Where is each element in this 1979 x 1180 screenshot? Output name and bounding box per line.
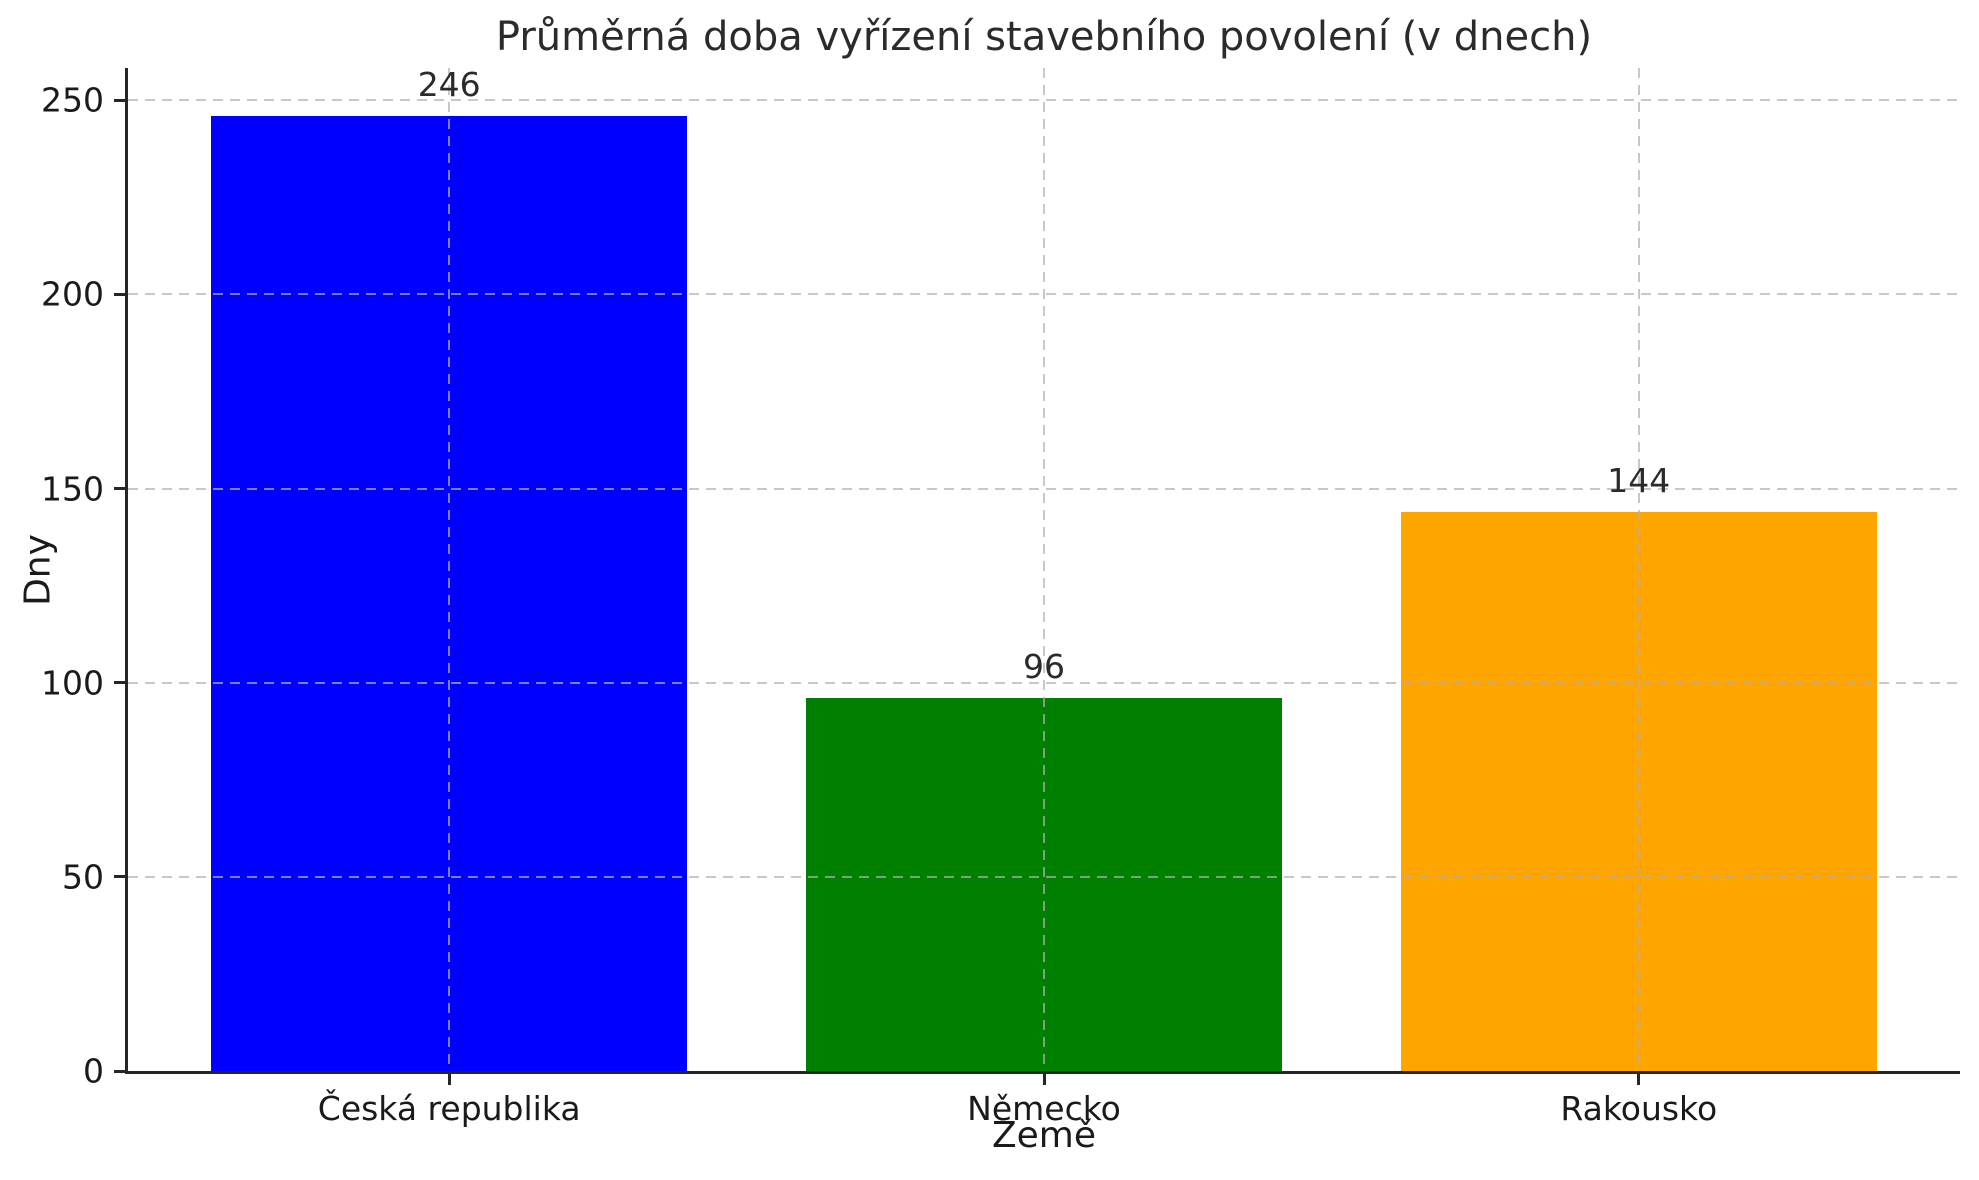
y-axis-label: Dny: [17, 533, 59, 606]
x-tick-mark: [1637, 1071, 1641, 1085]
chart-title: Průměrná doba vyřízení stavebního povole…: [495, 14, 1593, 60]
x-tick-mark: [1042, 1071, 1046, 1085]
y-tick-mark: [114, 1069, 128, 1073]
y-axis-spine: [125, 68, 128, 1074]
x-tick-mark: [447, 1071, 451, 1085]
y-tick-label: 0: [83, 1051, 104, 1091]
bar-value-label: 144: [1607, 460, 1671, 500]
grid-layer: [128, 68, 1960, 1071]
x-gridline: [448, 68, 451, 1071]
bar-value-label: 246: [417, 64, 481, 104]
y-tick-mark: [114, 875, 128, 879]
x-axis-label: Země: [991, 1115, 1097, 1156]
y-tick-mark: [114, 292, 128, 296]
y-tick-mark: [114, 681, 128, 685]
y-tick-label: 50: [62, 857, 104, 897]
x-gridline: [1637, 68, 1640, 1071]
plot-area: [125, 68, 1960, 1074]
x-tick-label: Rakousko: [1560, 1089, 1718, 1128]
y-tick-label: 100: [41, 663, 104, 703]
y-tick-mark: [114, 487, 128, 491]
x-tick-label: Česká republika: [317, 1089, 581, 1128]
x-gridline: [1043, 68, 1045, 1071]
y-tick-label: 150: [41, 469, 104, 509]
x-tick-label: Německo: [967, 1089, 1121, 1128]
y-tick-mark: [114, 98, 128, 102]
y-tick-label: 250: [41, 80, 104, 120]
y-tick-label: 200: [41, 274, 104, 314]
bar-value-label: 96: [1023, 647, 1065, 687]
